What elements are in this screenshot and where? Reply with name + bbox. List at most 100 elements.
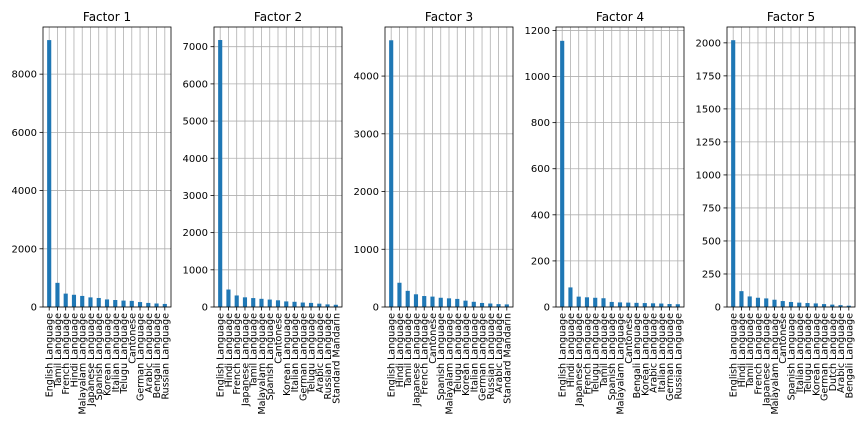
x-tick-label: English Language — [387, 313, 398, 397]
x-tick-label: Russian Language — [323, 313, 334, 400]
x-tick-label: Tamil Language — [599, 313, 610, 389]
y-tick-label: 3000 — [183, 191, 208, 202]
x-tick-label: Italian Language — [795, 313, 806, 393]
bar-cantonese — [780, 301, 785, 307]
bar-spanish-language — [267, 299, 272, 307]
x-tick-label: Japanese Language — [240, 313, 251, 407]
bar-french-language — [63, 293, 68, 307]
bar-tamil-language — [251, 298, 256, 307]
x-tick-label: Tamil Language — [403, 313, 414, 389]
y-tick-label: 500 — [702, 236, 721, 247]
x-tick-label: German Language — [665, 313, 676, 401]
y-tick-label: 200 — [531, 256, 550, 267]
x-tick-label: Spanish Language — [607, 313, 618, 401]
bar-spanish-language — [96, 297, 101, 307]
bar-cantonese — [430, 296, 435, 307]
x-tick-label: English Language — [729, 313, 740, 397]
y-tick-label: 2000 — [183, 228, 208, 239]
bar-english-language — [389, 40, 394, 307]
bar-bengali-language — [846, 305, 851, 307]
x-tick-label: Telugu Language — [591, 313, 602, 395]
bar-malayalam-language — [446, 298, 452, 307]
bar-cantonese — [275, 300, 281, 307]
bar-tamil-language — [55, 282, 60, 307]
x-tick-label: Tamil Language — [745, 313, 756, 389]
bar-malayalam-language — [80, 295, 85, 307]
x-tick-label: Japanese Language — [411, 313, 422, 407]
x-tick-label: Korean Language — [103, 313, 114, 396]
bar-arabic-language — [496, 304, 501, 307]
x-tick-label: Telugu Language — [307, 313, 318, 395]
bar-german-language — [667, 304, 672, 307]
bar-russian-language — [325, 304, 330, 307]
x-tick-label: Telugu Language — [803, 313, 814, 395]
bar-cantonese — [129, 300, 134, 307]
bar-malayalam-language — [617, 302, 623, 307]
x-tick-label: Japanese Language — [762, 313, 773, 407]
x-tick-label: French Language — [61, 313, 72, 395]
y-tick-label: 2000 — [696, 38, 721, 49]
bar-french-language — [755, 297, 761, 307]
x-tick-label: Arabic Language — [494, 313, 505, 393]
x-tick-label: Cantonese — [778, 313, 789, 364]
x-tick-label: Malayalam Language — [770, 313, 781, 415]
x-tick-label: German Language — [820, 313, 831, 401]
x-tick-label: German Language — [298, 313, 309, 401]
bar-tamil-language — [601, 298, 606, 307]
bar-italian-language — [471, 301, 476, 307]
x-tick-label: Cantonese — [624, 313, 635, 364]
bar-french-language — [422, 296, 427, 307]
bar-korean-language — [104, 299, 110, 307]
bar-korean-language — [463, 300, 468, 307]
y-tick-label: 0 — [31, 303, 37, 314]
bar-arabic-language — [146, 302, 151, 307]
x-tick-label: Spanish Language — [787, 313, 798, 401]
x-tick-label: Dutch Language — [828, 313, 839, 391]
chart-panel-2: 0 1000 2000 3000 4000 5000 6000 7000 English Lan… — [183, 10, 343, 415]
x-tick-label: Arabic Language — [144, 313, 155, 393]
bar-german-language — [300, 302, 305, 307]
x-tick-label: Malayalam Language — [78, 313, 89, 415]
bar-japanese-language — [88, 297, 93, 307]
bar-english-language — [731, 40, 736, 307]
bar-german-language — [821, 304, 827, 307]
bar-english-language — [560, 40, 565, 308]
bar-telugu-language — [593, 297, 598, 307]
y-tick-label: 800 — [531, 118, 550, 129]
x-tick-label: Hindi Language — [566, 313, 577, 388]
x-tick-label: Telugu Language — [119, 313, 130, 395]
y-tick-label: 4000 — [183, 154, 208, 165]
chart-panel-5: 0 250 500 750 1000 1250 1500 1750 2000 English La… — [696, 10, 856, 415]
x-tick-label: Arabic Language — [836, 313, 847, 393]
bar-telugu-language — [308, 302, 314, 307]
bar-malayalam-language — [772, 299, 777, 307]
bar-dutch-language — [830, 304, 835, 307]
x-tick-label: French Language — [420, 313, 431, 395]
bar-japanese-language — [242, 297, 248, 307]
x-tick-label: French Language — [753, 313, 764, 395]
chart-title: Factor 4 — [596, 10, 644, 24]
bar-russian-language — [162, 303, 167, 307]
x-tick-label: Telugu Language — [453, 313, 464, 395]
y-tick-label: 600 — [531, 164, 550, 175]
bar-malayalam-language — [259, 298, 264, 307]
x-tick-label: Italian Language — [111, 313, 122, 393]
y-tick-label: 6000 — [183, 79, 208, 90]
y-tick-label: 3000 — [354, 129, 379, 140]
y-tick-label: 7000 — [183, 42, 208, 53]
x-tick-label: Spanish Language — [436, 313, 447, 401]
x-tick-label: Hindi Language — [224, 313, 235, 388]
bar-telugu-language — [805, 303, 810, 307]
x-tick-label: Tamil Language — [249, 313, 260, 389]
bar-hindi-language — [226, 289, 231, 307]
y-tick-label: 400 — [531, 210, 550, 221]
bar-english-language — [218, 40, 223, 307]
y-tick-label: 5000 — [183, 117, 208, 128]
x-tick-label: Bengali Language — [632, 313, 643, 399]
x-tick-label: Spanish Language — [265, 313, 276, 401]
y-tick-label: 1250 — [696, 137, 721, 148]
x-tick-label: German Language — [136, 313, 147, 401]
x-tick-label: Korean Language — [811, 313, 822, 396]
bar-arabic-language — [317, 303, 322, 307]
